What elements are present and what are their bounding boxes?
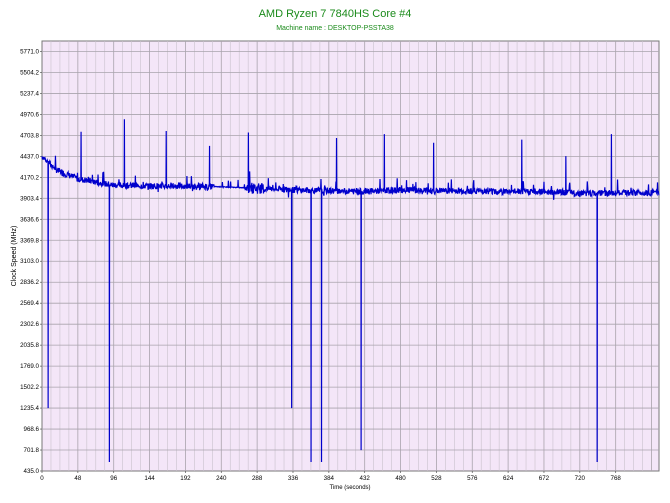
chart-subtitle: Machine name : DESKTOP-PSSTA38	[276, 25, 394, 32]
y-axis-label: Clock Speed (MHz)	[11, 226, 18, 287]
y-tick-label: 5504.2	[20, 69, 39, 76]
y-tick-label: 435.0	[24, 468, 40, 475]
x-tick-label: 528	[431, 475, 442, 482]
x-tick-label: 768	[611, 475, 622, 482]
y-tick-label: 968.6	[24, 426, 40, 433]
y-tick-label: 4703.8	[20, 132, 39, 139]
y-tick-label: 701.8	[24, 447, 40, 454]
y-tick-label: 3103.0	[20, 258, 39, 265]
x-tick-label: 192	[180, 475, 191, 482]
x-tick-label: 384	[324, 475, 335, 482]
chart-title: AMD Ryzen 7 7840HS Core #4	[259, 8, 412, 20]
y-tick-label: 4970.6	[20, 111, 39, 118]
y-axis-ticks: 435.0 701.8 968.6 1235.4 1502.2 1769.0 2035.8 2…	[20, 48, 42, 475]
x-tick-label: 720	[575, 475, 586, 482]
y-tick-label: 3903.4	[20, 195, 39, 202]
x-tick-label: 624	[503, 475, 514, 482]
plot-area	[41, 40, 660, 472]
x-axis-ticks: 0 48 96 144 192 240 288 336 384 432 480 528 576 624 67…	[40, 471, 621, 482]
vertical-gridlines	[50, 41, 652, 471]
y-tick-label: 4170.2	[20, 174, 39, 181]
x-tick-label: 288	[252, 475, 263, 482]
x-tick-label: 480	[395, 475, 406, 482]
x-tick-label: 336	[288, 475, 299, 482]
x-tick-label: 48	[74, 475, 81, 482]
y-tick-label: 5771.0	[20, 48, 39, 55]
x-tick-label: 96	[110, 475, 117, 482]
y-tick-label: 1235.4	[20, 405, 39, 412]
y-tick-label: 3369.8	[20, 237, 39, 244]
y-tick-label: 2035.8	[20, 342, 39, 349]
x-axis-label: Time (seconds)	[329, 485, 370, 491]
y-tick-label: 3636.6	[20, 216, 39, 223]
series-line-core-4	[41, 119, 660, 462]
x-tick-label: 144	[144, 475, 155, 482]
horizontal-gridlines	[42, 51, 659, 451]
x-tick-label: 432	[360, 475, 371, 482]
x-tick-label: 0	[40, 475, 44, 482]
y-tick-label: 2569.4	[20, 300, 39, 307]
y-tick-label: 4437.0	[20, 153, 39, 160]
y-tick-label: 1502.2	[20, 384, 39, 391]
y-tick-label: 1769.0	[20, 363, 39, 370]
y-tick-label: 2302.6	[20, 321, 39, 328]
y-tick-label: 2836.2	[20, 279, 39, 286]
x-tick-label: 672	[539, 475, 550, 482]
y-tick-label: 5237.4	[20, 90, 39, 97]
x-tick-label: 576	[467, 475, 478, 482]
x-tick-label: 240	[216, 475, 227, 482]
